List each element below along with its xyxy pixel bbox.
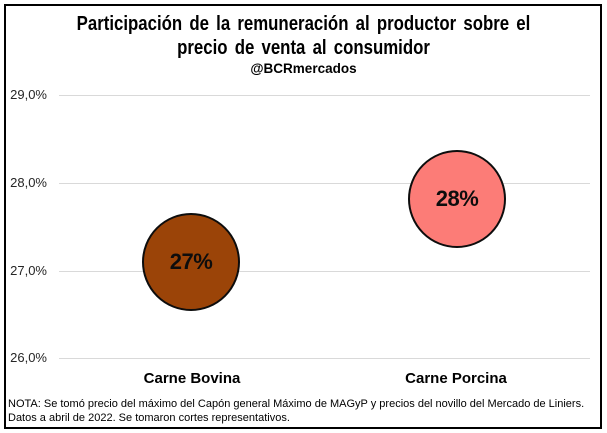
- gridline-29pct: [59, 95, 590, 96]
- bubble-value-label-porcina: 28%: [435, 186, 479, 211]
- footnote: NOTA: Se tomó precio del máximo del Capó…: [8, 398, 585, 424]
- x-axis-label-carne-bovina: Carne Bovina: [143, 370, 241, 387]
- y-axis-tick-label: 29,0%: [10, 87, 47, 102]
- chart-title-line-2: precio de venta al consumidor: [177, 37, 430, 59]
- y-axis-tick-label: 26,0%: [10, 350, 47, 365]
- chart-title: Participación de la remuneración al prod…: [49, 12, 559, 60]
- chart-title-line-1: Participación de la remuneración al prod…: [76, 13, 531, 35]
- bubble-value-label-bovina: 27%: [169, 249, 213, 274]
- chart-subtitle: @BCRmercados: [250, 61, 357, 76]
- x-axis-label-carne-porcina: Carne Porcina: [405, 370, 507, 387]
- y-axis-tick-label: 27,0%: [10, 263, 47, 278]
- gridline-27pct: [59, 271, 590, 272]
- gridline-28pct: [59, 183, 590, 184]
- bubble-carne-porcina: 28%: [408, 150, 506, 248]
- bubble-carne-bovina: 27%: [142, 213, 240, 311]
- y-axis-tick-label: 28,0%: [10, 175, 47, 190]
- gridline-26pct: [59, 358, 590, 359]
